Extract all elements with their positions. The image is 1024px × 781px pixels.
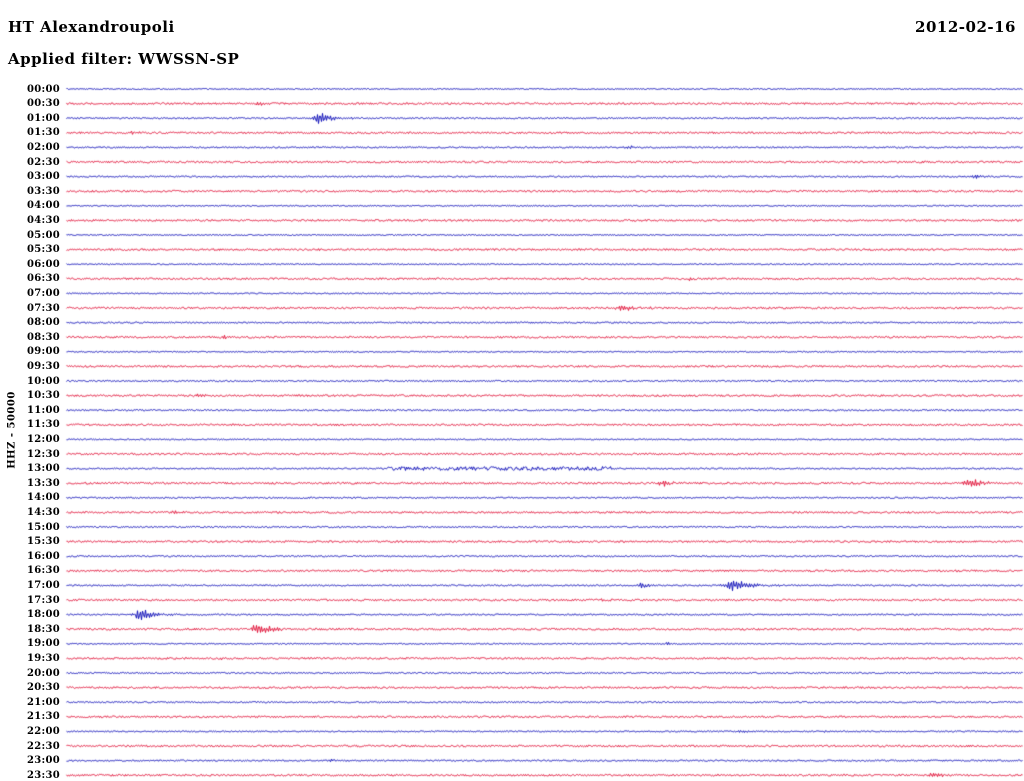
seismogram-trace-plot: [0, 0, 1024, 780]
